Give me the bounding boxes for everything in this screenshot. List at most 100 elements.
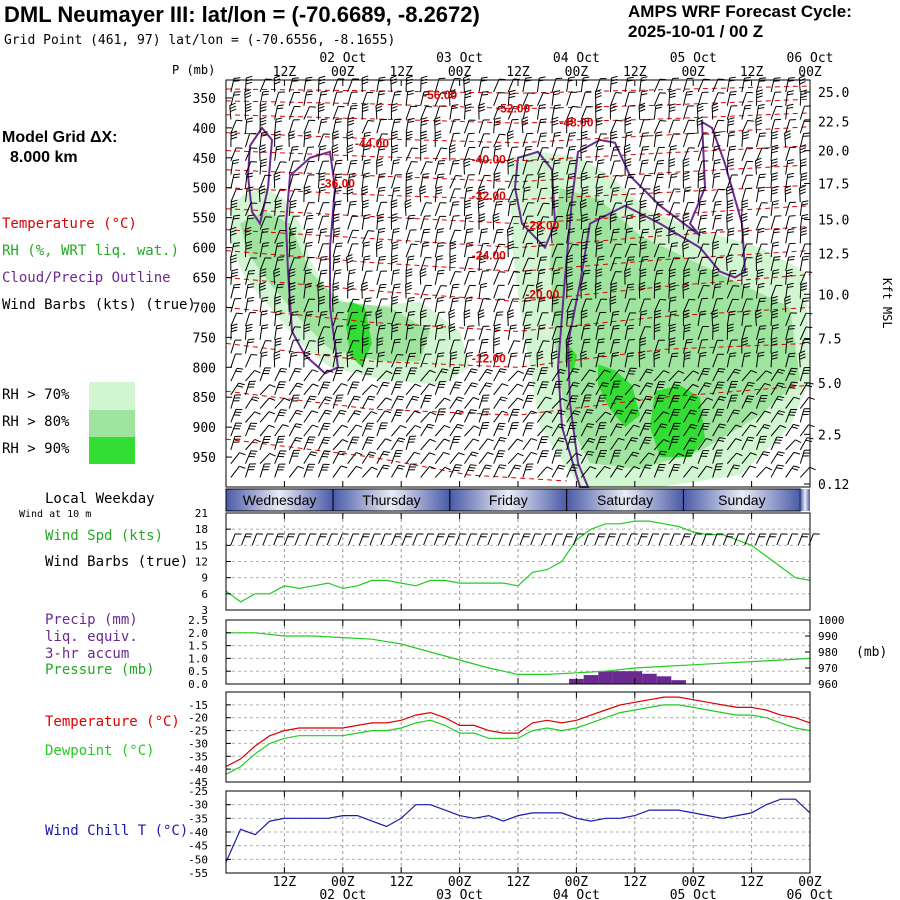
barb-flag [494, 148, 502, 151]
barb-flag [306, 231, 313, 234]
profile-wind-barb [449, 381, 462, 396]
barb-flag [581, 171, 588, 175]
barb-staff [376, 215, 379, 230]
barb-staff [463, 271, 470, 285]
barb-flag [325, 396, 333, 399]
barb-staff [405, 367, 412, 382]
barb-flag [290, 354, 298, 357]
barb-flag [531, 410, 538, 414]
barb-staff [376, 410, 386, 423]
barb-flag [627, 324, 635, 327]
profile-wind-barb [668, 145, 677, 161]
profile-wind-barb [478, 160, 490, 175]
barb-staff [478, 382, 487, 396]
barb-flag [288, 130, 295, 134]
barb-flag [269, 453, 276, 457]
barb-staff [682, 202, 689, 217]
profile-wind-barb [697, 214, 708, 230]
barb-staff [251, 533, 258, 546]
barb-staff [522, 174, 528, 189]
barb-flag [686, 338, 694, 341]
barb-flag [391, 130, 398, 134]
profile-wind-barb [288, 437, 303, 451]
barb-staff [369, 533, 375, 546]
profile-wind-barb [245, 202, 258, 217]
profile-wind-barb [522, 352, 532, 368]
barb-flag [566, 339, 573, 344]
profile-wind-barb [668, 436, 680, 451]
profile-wind-barb [697, 160, 709, 175]
barb-flag [697, 105, 704, 109]
barb-flag [612, 231, 620, 234]
barb-staff [507, 119, 513, 134]
barb-staff [566, 326, 572, 340]
profile-wind-barb [303, 436, 316, 451]
barb-staff [420, 438, 431, 451]
barb-flag [318, 103, 325, 106]
surface-wind-barb [594, 533, 606, 546]
barb-flag [642, 145, 650, 148]
barb-flag [683, 312, 690, 316]
barb-staff [361, 436, 369, 451]
barb-flag [669, 329, 676, 333]
barb-flag [580, 356, 587, 360]
surface-wind-barb [755, 533, 767, 546]
barb-staff [551, 312, 556, 327]
profile-wind-barb [230, 382, 245, 396]
barb-staff [230, 92, 235, 106]
profile-wind-barb [609, 310, 620, 327]
profile-wind-barb [288, 174, 300, 189]
barb-flag [625, 164, 632, 168]
barb-flag [421, 120, 428, 123]
barb-flag [580, 287, 588, 291]
barb-staff [303, 202, 309, 217]
barb-flag [246, 120, 253, 123]
barb-flag [457, 409, 464, 413]
barb-flag [669, 92, 676, 96]
barb-flag [297, 465, 304, 469]
barb-staff [639, 452, 649, 464]
barb-flag [333, 213, 340, 217]
barb-flag [349, 172, 356, 175]
barb-flag [394, 118, 401, 121]
barb-flag [362, 81, 369, 85]
barb-staff [230, 422, 237, 437]
profile-wind-barb [580, 466, 597, 478]
barb-flag [689, 398, 696, 402]
barb-flag [642, 159, 649, 162]
barb-flag [288, 136, 296, 140]
profile-wind-barb [551, 269, 561, 285]
barb-flag [672, 352, 679, 355]
barb-flag [311, 410, 319, 414]
barb-staff [347, 369, 357, 382]
barb-staff [405, 91, 409, 106]
barb-flag [406, 81, 413, 85]
barb-flag [689, 426, 696, 429]
profile-wind-barb [303, 185, 311, 203]
barb-staff [391, 381, 398, 396]
barb-flag [318, 295, 325, 299]
barb-staff [580, 395, 586, 409]
barb-flag [268, 424, 275, 428]
barb-staff [668, 188, 675, 203]
barb-flag [262, 242, 270, 244]
barb-staff [683, 257, 690, 272]
barb-staff [401, 533, 407, 546]
profile-wind-barb [288, 188, 302, 203]
profile-wind-barb [420, 369, 436, 382]
barb-flag [496, 314, 503, 316]
barb-flag [715, 214, 722, 217]
barb-staff [487, 533, 493, 546]
barb-flag [367, 436, 375, 439]
barb-flag [466, 354, 473, 357]
barb-staff [332, 326, 338, 340]
barb-flag [251, 353, 258, 356]
barb-staff [668, 353, 673, 368]
profile-wind-barb [536, 324, 546, 340]
barb-flag [449, 315, 456, 319]
barb-flag [581, 309, 588, 313]
barb-flag [335, 187, 343, 189]
barb-staff [566, 202, 571, 216]
barb-staff [536, 243, 540, 258]
barb-flag [597, 258, 605, 261]
